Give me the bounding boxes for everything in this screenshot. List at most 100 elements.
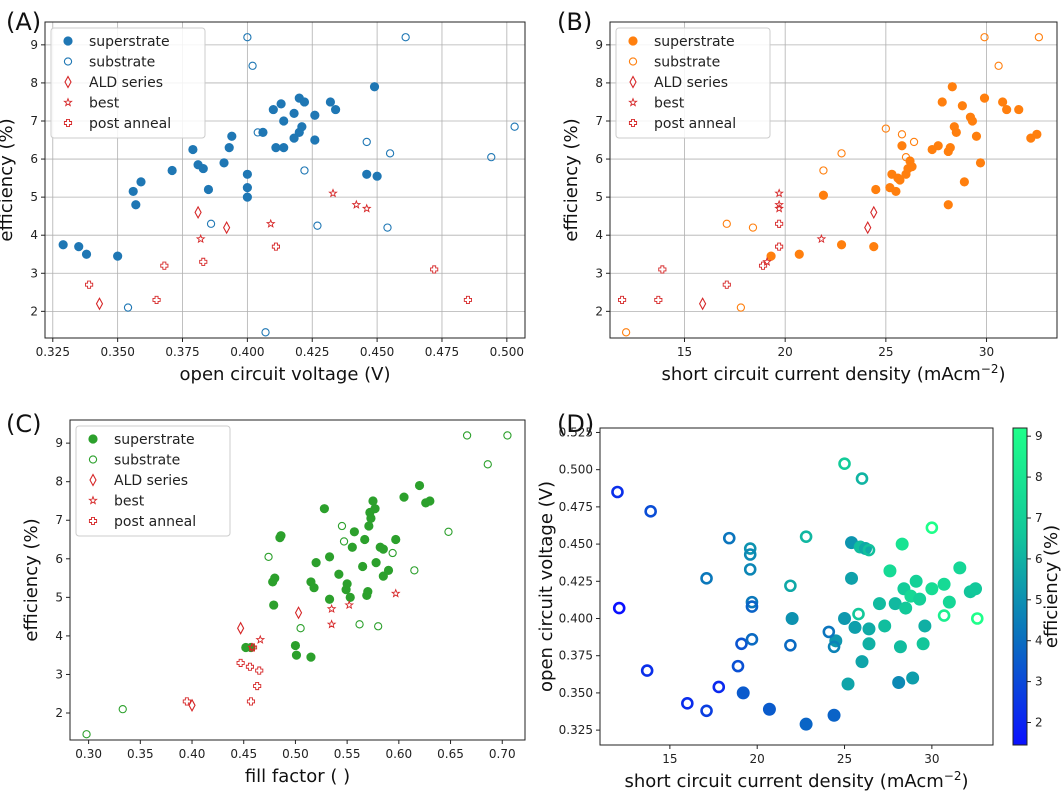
- data-point: [743, 563, 757, 576]
- data-point: [784, 579, 797, 593]
- data-point: [891, 186, 901, 197]
- x-tick-label: 25: [878, 345, 893, 359]
- legend-marker: [64, 75, 72, 89]
- data-point: [933, 141, 943, 151]
- panel-b: (B) 15 20 25 30 2 3 4 5 6 7 8 9 short circuit current…: [557, 8, 1058, 385]
- data-point: [862, 543, 876, 557]
- data-point: [370, 504, 380, 514]
- data-point: [700, 704, 713, 718]
- data-point: [892, 675, 906, 689]
- data-point: [994, 61, 1003, 70]
- data-point: [925, 582, 939, 596]
- data-point: [878, 619, 892, 633]
- panel-label: (B): [557, 8, 592, 36]
- data-point: [123, 303, 133, 312]
- data-point: [128, 186, 138, 197]
- series-substrate: [82, 431, 512, 739]
- x-tick-label: 30: [924, 752, 939, 766]
- legend-marker: [89, 473, 97, 487]
- series-substrate: [123, 33, 519, 337]
- legend-entry: superstrate: [654, 34, 735, 50]
- x-axis-label: short circuit current density (mAcm−2): [624, 769, 968, 792]
- data-point: [245, 662, 254, 671]
- colorbar-gradient: [1012, 427, 1028, 746]
- data-point: [745, 633, 759, 646]
- data-point: [195, 233, 206, 244]
- data-point: [430, 265, 439, 274]
- data-point: [1002, 104, 1012, 115]
- data-point: [980, 33, 989, 42]
- x-tick-label: 0.55: [334, 747, 361, 761]
- data-point: [276, 99, 286, 109]
- data-point: [253, 681, 262, 691]
- data-point: [152, 295, 161, 304]
- data-point: [799, 530, 813, 543]
- y-tick-label: 8: [30, 76, 38, 90]
- data-point: [1032, 129, 1042, 139]
- data-point: [862, 622, 876, 636]
- x-tick-label: 0.500: [490, 345, 524, 359]
- panel-a: (A) 0.325 0.350 0.375 0.400 0.425 0.450 0.475 0.…: [0, 8, 526, 385]
- data-point: [383, 565, 394, 575]
- y-tick-label: 0.375: [559, 649, 593, 663]
- data-point: [895, 537, 909, 551]
- legend: superstrate substrate ALD series best post a…: [75, 425, 231, 537]
- panel-label: (D): [557, 410, 594, 438]
- y-axis-label: efficiency (%): [0, 118, 17, 241]
- data-point: [951, 127, 961, 138]
- data-point: [998, 97, 1008, 107]
- y-tick-label: 9: [55, 436, 63, 450]
- data-point: [897, 130, 907, 139]
- data-point: [268, 104, 278, 115]
- data-point: [762, 702, 776, 716]
- data-point: [324, 552, 335, 562]
- data-point: [654, 295, 663, 304]
- data-point: [870, 205, 878, 220]
- data-point: [967, 116, 978, 126]
- data-point: [640, 664, 654, 677]
- data-point: [836, 240, 847, 250]
- data-point: [167, 165, 177, 176]
- data-point: [368, 496, 378, 506]
- data-point: [925, 521, 939, 535]
- legend-marker: [88, 495, 98, 505]
- data-point: [326, 619, 337, 629]
- data-point: [248, 643, 258, 652]
- x-axis-label: open circuit voltage (V): [180, 364, 391, 385]
- series-substrate: [611, 457, 984, 718]
- data-point: [289, 133, 299, 143]
- data-point: [852, 607, 865, 621]
- data-point: [271, 143, 281, 153]
- plot-frame: [69, 419, 526, 741]
- data-point: [766, 251, 776, 261]
- x-tick-label: 20: [778, 345, 793, 359]
- data-point: [822, 625, 836, 639]
- x-tick-label: 0.325: [36, 345, 70, 359]
- y-tick-label: 2: [595, 304, 603, 318]
- data-point: [855, 472, 869, 485]
- data-point: [311, 558, 321, 568]
- data-point: [945, 143, 955, 153]
- data-point: [971, 131, 982, 141]
- series-best: [195, 188, 372, 244]
- data-point: [487, 153, 496, 162]
- data-point: [246, 697, 256, 706]
- data-point: [745, 595, 759, 609]
- data-point: [819, 166, 828, 175]
- data-point: [775, 219, 784, 228]
- data-point: [735, 637, 748, 651]
- data-point: [131, 200, 141, 210]
- panel-label: (A): [6, 8, 41, 36]
- x-tick-label: 0.35: [127, 747, 154, 761]
- y-tick-label: 0.500: [559, 463, 593, 477]
- data-point: [313, 221, 322, 230]
- legend-entry: best: [114, 494, 145, 510]
- data-point: [510, 122, 519, 131]
- data-point: [785, 611, 799, 625]
- data-point: [219, 158, 229, 168]
- data-point: [722, 219, 731, 228]
- data-point: [937, 609, 951, 622]
- data-point: [743, 542, 757, 555]
- legend-entry: ALD series: [654, 75, 728, 91]
- legend-marker: [63, 36, 73, 46]
